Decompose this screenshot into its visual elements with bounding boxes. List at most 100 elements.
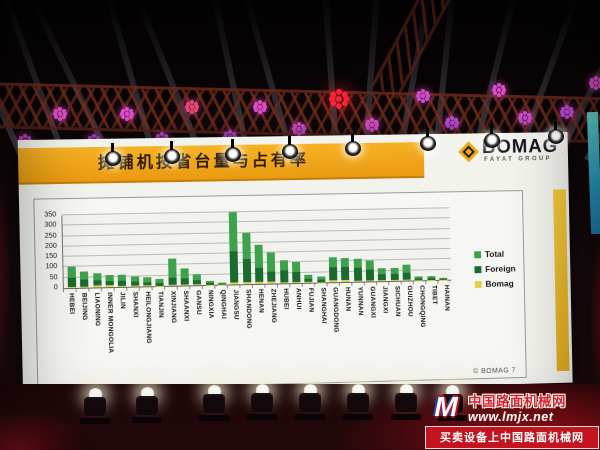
- light-body: [441, 394, 463, 413]
- x-axis-label: HENAN: [256, 288, 265, 314]
- x-axis-label: SHANXI: [131, 291, 139, 318]
- bar-segment-foreign: [353, 267, 362, 282]
- bar-segment-bomag: [329, 280, 338, 283]
- downlight-icon: [105, 143, 121, 166]
- downlight-icon: [282, 136, 298, 159]
- x-axis-label: HUNAN: [344, 286, 352, 312]
- brand-subtitle: FAYAT GROUP: [484, 155, 552, 163]
- y-tick-label: 250: [44, 232, 57, 240]
- legend-item-foreign: Foreign: [474, 263, 516, 274]
- bar-segment-bomag: [93, 285, 102, 288]
- snowflake-light-icon: [53, 107, 67, 121]
- moving-head-light: [293, 384, 327, 420]
- snowflake-light-icon: [416, 89, 430, 103]
- y-tick-label: 50: [49, 273, 58, 282]
- light-base: [295, 414, 325, 420]
- legend-swatch-icon: [473, 250, 481, 258]
- x-axis-label: HEILONGJIANG: [143, 291, 153, 344]
- projection-screen: 摊铺机按省台量与占有率 BOMAG FAYAT GROUP 0 50 100 150 2…: [17, 132, 573, 398]
- moving-head-light: [341, 384, 375, 420]
- moving-head-light: [389, 384, 423, 420]
- x-axis-label: FUJIAN: [306, 287, 315, 313]
- x-axis-label: GUANGXI: [368, 286, 377, 319]
- light-base: [132, 417, 162, 423]
- snowflake-light-icon: [518, 111, 532, 125]
- bars: [62, 208, 451, 289]
- light-body: [136, 396, 158, 415]
- bar-segment-foreign: [229, 251, 239, 285]
- light-base: [80, 418, 110, 424]
- chart: 0 50 100 150 200 250 300 350 HEBEI BEIJING LIAONI…: [33, 190, 527, 392]
- watermark-site-name: 中国路面机械网: [468, 394, 566, 409]
- plot-area: [61, 207, 452, 290]
- legend-label: Bomag: [485, 278, 514, 289]
- snowflake-light-icon: [253, 100, 267, 114]
- snowflake-light-icon: [589, 76, 600, 90]
- x-axis-label: NINGXIA: [206, 289, 215, 319]
- light-body: [299, 393, 321, 412]
- legend-item-bomag: Bomag: [474, 278, 517, 289]
- y-tick-label: 150: [45, 253, 58, 261]
- x-axis-label: SHANGHAI: [319, 287, 328, 324]
- legend-swatch-icon: [474, 280, 482, 288]
- legend-swatch-icon: [474, 265, 482, 273]
- bar-segment-bomag: [280, 282, 289, 284]
- moving-head-light: [245, 384, 279, 420]
- x-axis-label: JIANGXI: [381, 286, 389, 314]
- chart-legend: Total Foreign Bomag: [473, 249, 517, 289]
- light-base: [391, 414, 421, 420]
- legend-label: Foreign: [485, 263, 516, 274]
- downlight-icon: [225, 139, 241, 162]
- y-tick-label: 200: [44, 242, 57, 250]
- y-tick-label: 100: [45, 263, 58, 271]
- x-axis-label: GUIZHOU: [405, 285, 414, 317]
- light-body: [251, 393, 273, 412]
- light-base: [247, 414, 277, 420]
- light-body: [395, 393, 417, 412]
- bar-segment-bomag: [353, 280, 362, 282]
- x-axis-label: TIANJIN: [156, 291, 165, 319]
- moving-head-light: [435, 385, 469, 421]
- bar-segment-bomag: [267, 281, 276, 284]
- downlight-icon: [484, 125, 500, 148]
- bar-segment-bomag: [168, 284, 177, 286]
- y-tick-label: 300: [44, 221, 57, 230]
- bar-group: [436, 208, 450, 280]
- x-axis-label: XINJIANG: [169, 290, 177, 324]
- moving-head-light: [197, 385, 231, 421]
- title-banner: 摊铺机按省台量与占有率: [17, 142, 425, 185]
- slide-title: 摊铺机按省台量与占有率: [97, 151, 310, 173]
- bar-segment-bomag: [390, 279, 399, 281]
- downlight-icon: [164, 141, 180, 164]
- bar-segment-bomag: [243, 282, 252, 285]
- lmjx-logo-icon: M: [434, 391, 458, 422]
- bar-segment-bomag: [402, 279, 411, 281]
- snowflake-light-icon: [445, 116, 459, 130]
- x-axis: HEBEI BEIJING LIAONING INNER MONGOLIA JILIN S…: [63, 285, 456, 383]
- light-beam: [31, 1, 114, 162]
- snowflake-light-icon: [492, 83, 506, 97]
- x-axis-label: QINGHAI: [219, 289, 228, 320]
- light-base: [343, 414, 373, 420]
- legend-item-total: Total: [473, 249, 516, 260]
- x-axis-label: ZHEJIANG: [269, 288, 278, 324]
- bomag-diamond-icon: [458, 140, 480, 162]
- bar-segment-foreign: [242, 259, 252, 285]
- bar-segment-bomag: [292, 281, 301, 284]
- bar-segment-bomag: [378, 280, 387, 282]
- light-body: [203, 394, 225, 413]
- snowflake-light-icon: [328, 88, 350, 110]
- snowflake-light-icon: [185, 100, 199, 114]
- x-axis-label: BEIJING: [80, 292, 89, 321]
- bar-segment-bomag: [105, 284, 115, 288]
- x-axis-label: TIBET: [430, 284, 438, 305]
- x-axis-label: GANSU: [194, 290, 202, 315]
- y-tick-label: 0: [53, 284, 58, 292]
- bar-segment-bomag: [68, 286, 77, 289]
- bomag-logo: BOMAG FAYAT GROUP: [458, 136, 558, 163]
- x-axis-label: INNER MONGOLIA: [105, 292, 115, 354]
- y-tick-label: 350: [44, 211, 57, 219]
- light-base: [437, 415, 467, 421]
- downlight-icon: [420, 128, 436, 151]
